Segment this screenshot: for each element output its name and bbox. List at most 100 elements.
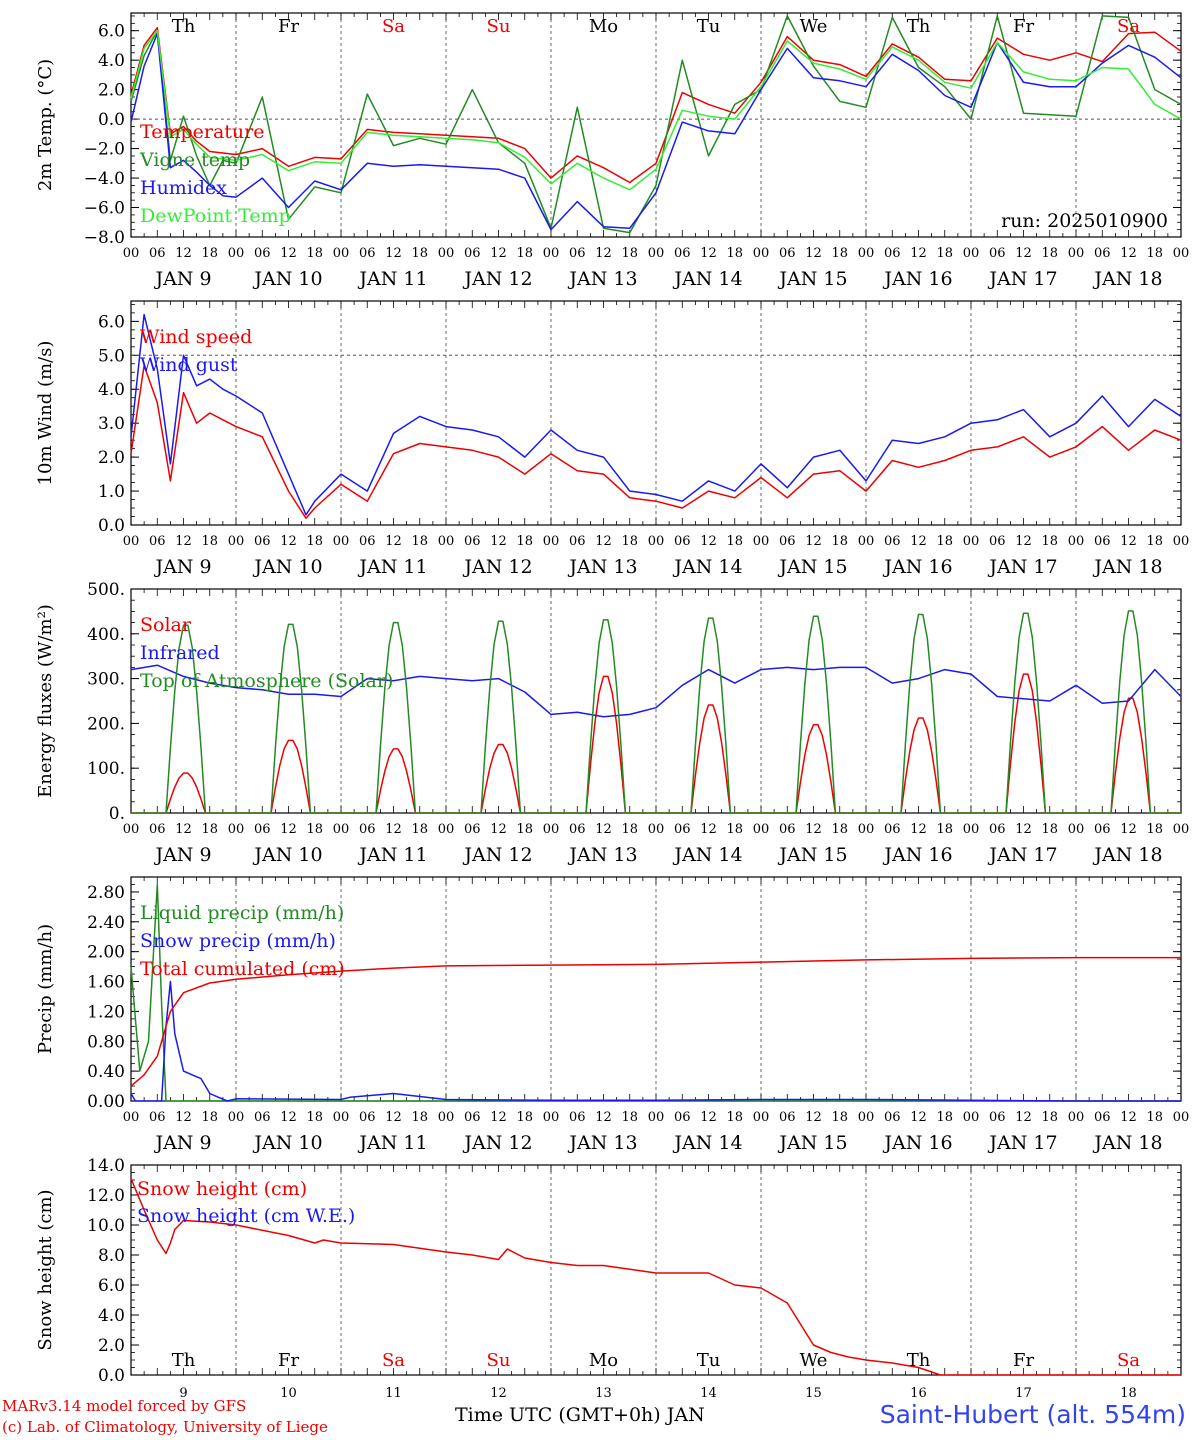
hour-tick-label: 12	[1015, 534, 1032, 549]
date-label: JAN 11	[357, 1132, 427, 1154]
weekday-label: Mo	[589, 16, 618, 37]
series-line-total-cumulated-cm	[130, 956, 1181, 1087]
hour-tick-label: 12	[1120, 246, 1137, 261]
hour-tick-label: 12	[595, 1110, 612, 1125]
date-label: JAN 11	[357, 844, 427, 866]
legend-entry: Liquid precip (mm/h)	[140, 902, 344, 924]
hour-tick-label: 18	[726, 534, 743, 549]
date-label: JAN 13	[567, 556, 637, 578]
hour-tick-label: 00	[228, 246, 245, 261]
hour-tick-label: 00	[123, 822, 140, 837]
date-label: JAN 13	[567, 1132, 637, 1154]
date-label: JAN 18	[1092, 844, 1162, 866]
hour-tick-label: 06	[779, 534, 796, 549]
hour-tick-label: 00	[543, 534, 560, 549]
y-tick-label: 12.0	[87, 1186, 125, 1206]
hour-tick-label: 12	[805, 246, 822, 261]
y-tick-label: 2.0	[98, 1336, 125, 1356]
date-label: JAN 9	[153, 268, 211, 290]
y-tick-label: 4.0	[98, 380, 125, 400]
hour-tick-label: 00	[858, 1110, 875, 1125]
hour-tick-label: 18	[726, 822, 743, 837]
hour-tick-label: 12	[700, 246, 717, 261]
weekday-label: Th	[172, 16, 196, 37]
hour-tick-label: 18	[516, 534, 533, 549]
hour-tick-label: 06	[674, 534, 691, 549]
hour-tick-label: 12	[595, 822, 612, 837]
y-tick-label: 500.	[87, 580, 125, 600]
hour-tick-label: 00	[333, 534, 350, 549]
hour-tick-label: 06	[359, 246, 376, 261]
hour-tick-label: 00	[123, 1110, 140, 1125]
hour-tick-label: 18	[411, 822, 428, 837]
hour-tick-label: 06	[884, 246, 901, 261]
date-label: JAN 12	[462, 844, 532, 866]
hour-tick-label: 06	[464, 246, 481, 261]
legend-entry: Wind gust	[140, 354, 238, 376]
x-axis-title: Time UTC (GMT+0h) JAN	[455, 1404, 705, 1426]
weekday-label: We	[800, 1350, 828, 1371]
weekday-label: Th	[907, 1350, 931, 1371]
y-axis-label: 2m Temp. (°C)	[35, 59, 56, 191]
hour-tick-label: 06	[989, 246, 1006, 261]
y-tick-label: 300.	[87, 670, 125, 690]
hour-tick-label: 06	[149, 822, 166, 837]
y-tick-label: 5.0	[98, 346, 125, 366]
date-label: JAN 12	[462, 268, 532, 290]
weekday-label: Th	[172, 1350, 196, 1371]
hour-tick-label: 18	[306, 246, 323, 261]
date-label: JAN 14	[672, 556, 742, 578]
hour-tick-label: 18	[201, 822, 218, 837]
y-tick-label: −6.0	[84, 199, 125, 219]
weekday-label: Tu	[697, 1350, 721, 1371]
y-tick-label: 1.20	[87, 1002, 125, 1022]
date-label: JAN 17	[987, 556, 1057, 578]
hour-tick-label: 12	[175, 246, 192, 261]
hour-tick-label: 06	[989, 822, 1006, 837]
hour-tick-label: 18	[306, 534, 323, 549]
hour-tick-label: 00	[648, 246, 665, 261]
date-label: JAN 13	[567, 268, 637, 290]
hour-tick-label: 18	[621, 534, 638, 549]
hour-tick-label: 12	[175, 1110, 192, 1125]
hour-tick-label: 00	[123, 246, 140, 261]
hour-tick-label: 12	[490, 1110, 507, 1125]
weekday-label: Fr	[1013, 16, 1034, 37]
day-number-label: 14	[700, 1386, 717, 1401]
hour-tick-label: 18	[1146, 534, 1163, 549]
hour-tick-label: 12	[1015, 246, 1032, 261]
hour-tick-label: 00	[333, 822, 350, 837]
legend-entry: Snow height (cm W.E.)	[137, 1205, 355, 1227]
hour-tick-label: 06	[464, 1110, 481, 1125]
hour-tick-label: 06	[674, 822, 691, 837]
weekday-label: Su	[487, 1350, 511, 1371]
hour-tick-label: 12	[910, 534, 927, 549]
hour-tick-label: 18	[936, 534, 953, 549]
series-line-snow-height-cm	[130, 1178, 1181, 1376]
date-label: JAN 9	[153, 844, 211, 866]
hour-tick-label: 00	[963, 246, 980, 261]
hour-tick-label: 12	[280, 534, 297, 549]
weekday-label: Fr	[278, 16, 299, 37]
hour-tick-label: 00	[123, 534, 140, 549]
y-tick-label: 2.0	[98, 448, 125, 468]
hour-tick-label: 00	[228, 1110, 245, 1125]
day-number-label: 12	[490, 1386, 507, 1401]
plot-frame	[130, 588, 1182, 814]
legend-entry: Humidex	[140, 177, 227, 199]
date-label: JAN 12	[462, 556, 532, 578]
hour-tick-label: 00	[1173, 822, 1190, 837]
y-tick-label: 6.0	[98, 1276, 125, 1296]
hour-tick-label: 06	[1094, 1110, 1111, 1125]
legend-entry: Infrared	[140, 642, 220, 664]
y-tick-label: 8.0	[98, 1246, 125, 1266]
date-label: JAN 16	[882, 844, 952, 866]
legend-entry: Snow precip (mm/h)	[140, 930, 336, 952]
weekday-label: Sa	[1117, 1350, 1140, 1371]
legend-entry: Solar	[140, 614, 192, 636]
series-line-top-of-atmosphere-solar	[131, 610, 1181, 814]
day-number-label: 11	[385, 1386, 402, 1401]
hour-tick-label: 18	[306, 1110, 323, 1125]
date-label: JAN 9	[153, 556, 211, 578]
